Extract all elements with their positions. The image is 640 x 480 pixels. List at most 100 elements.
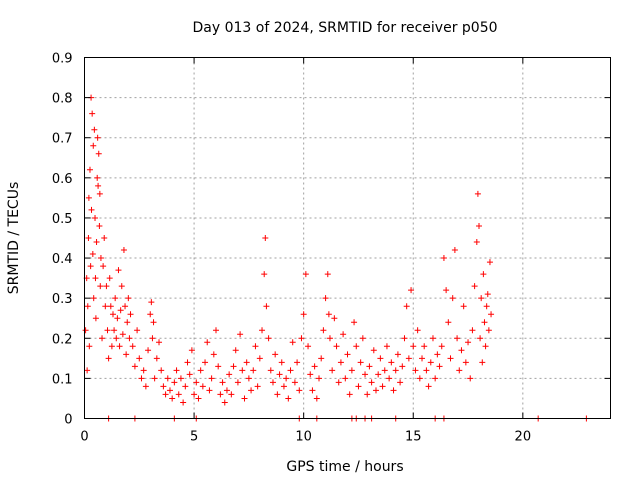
data-point <box>381 367 388 374</box>
data-point <box>372 387 379 394</box>
data-point <box>115 267 122 274</box>
data-point <box>95 182 102 189</box>
data-point <box>473 239 480 246</box>
data-point <box>127 311 134 318</box>
data-point <box>355 383 362 390</box>
data-point <box>105 355 112 362</box>
data-point <box>274 391 281 398</box>
data-point <box>153 355 160 362</box>
data-point <box>160 383 167 390</box>
data-point <box>215 363 222 370</box>
data-point <box>254 383 261 390</box>
data-point <box>232 347 239 354</box>
data-point <box>467 375 474 382</box>
data-point <box>307 371 314 378</box>
data-point <box>122 303 129 310</box>
data-point <box>335 379 342 386</box>
data-point <box>318 355 325 362</box>
data-point <box>283 375 290 382</box>
data-point <box>202 359 209 366</box>
data-point <box>434 351 441 358</box>
data-point <box>449 295 456 302</box>
data-point <box>375 371 382 378</box>
data-point <box>485 327 492 334</box>
data-point <box>353 343 360 350</box>
y-tick-label: 0.7 <box>52 132 73 147</box>
data-point <box>325 311 332 318</box>
data-point <box>296 387 303 394</box>
data-point <box>320 327 327 334</box>
data-point <box>351 319 358 326</box>
data-point <box>364 391 371 398</box>
data-point <box>206 387 213 394</box>
data-point <box>471 283 478 290</box>
data-point <box>94 134 101 141</box>
data-point <box>416 375 423 382</box>
data-point <box>287 367 294 374</box>
data-point <box>390 387 397 394</box>
data-point <box>166 387 173 394</box>
data-point <box>120 247 127 254</box>
data-point <box>348 367 355 374</box>
data-point <box>454 335 461 342</box>
y-axis-label: SRMTID / TECUs <box>6 182 22 295</box>
data-point <box>326 335 333 342</box>
data-point <box>124 319 131 326</box>
data-point <box>482 343 489 350</box>
data-point <box>95 150 102 157</box>
data-point <box>421 343 428 350</box>
data-point <box>392 367 399 374</box>
data-point <box>410 343 417 350</box>
data-points <box>82 94 590 422</box>
data-point <box>85 235 92 241</box>
data-point <box>425 383 432 390</box>
data-point <box>267 367 274 374</box>
x-tick-label: 20 <box>515 430 532 445</box>
data-point <box>193 379 200 386</box>
data-point <box>129 343 136 350</box>
data-point <box>131 363 138 370</box>
data-point <box>94 174 101 181</box>
data-point <box>269 379 276 386</box>
data-point <box>195 395 202 402</box>
data-point <box>90 295 97 302</box>
data-point <box>173 367 180 374</box>
data-point <box>164 375 171 382</box>
data-point <box>217 391 224 398</box>
data-point <box>451 247 458 254</box>
data-point <box>368 379 375 386</box>
data-point <box>113 335 120 342</box>
data-point <box>399 363 406 370</box>
data-point <box>84 367 91 374</box>
data-point <box>477 335 484 342</box>
data-point <box>234 379 241 386</box>
data-point <box>136 355 143 362</box>
data-point <box>476 222 482 229</box>
y-tick-label: 0.8 <box>52 92 73 107</box>
data-point <box>171 379 178 386</box>
data-point <box>344 351 351 358</box>
data-point <box>97 255 104 262</box>
grid <box>84 57 611 419</box>
data-point <box>88 206 95 213</box>
data-point <box>362 371 369 378</box>
data-point <box>265 335 272 342</box>
data-point <box>156 339 163 346</box>
data-point <box>401 335 408 342</box>
data-point <box>111 327 118 334</box>
data-point <box>138 375 145 382</box>
data-point <box>245 375 252 382</box>
data-point <box>89 110 96 117</box>
data-point <box>456 367 463 374</box>
data-point <box>93 239 100 246</box>
data-point <box>480 271 487 278</box>
data-point <box>243 359 250 366</box>
data-point <box>263 303 270 310</box>
data-point <box>250 367 257 374</box>
data-point <box>150 319 157 326</box>
data-point <box>92 214 99 221</box>
data-point <box>388 359 395 366</box>
data-point <box>305 343 312 350</box>
data-point <box>383 343 390 350</box>
data-point <box>394 351 401 358</box>
